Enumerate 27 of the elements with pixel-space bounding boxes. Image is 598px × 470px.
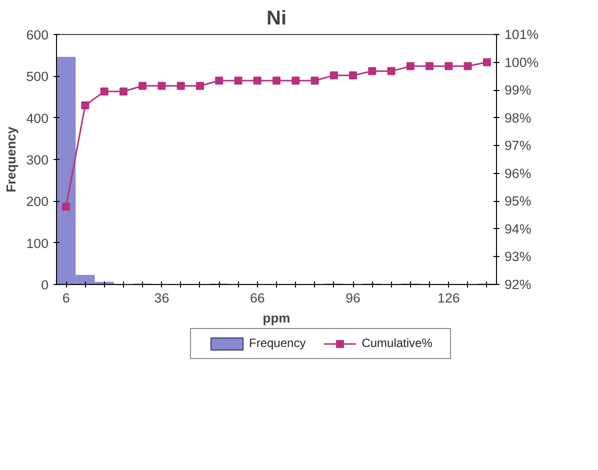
y2-tick-label: 92% bbox=[504, 277, 532, 292]
x-tick-label: 36 bbox=[154, 290, 170, 306]
y2-tick-label: 100% bbox=[504, 54, 539, 70]
y-tick-label: 400 bbox=[26, 110, 49, 126]
x-tick-label: 96 bbox=[346, 290, 360, 306]
y2-tick-label: 93% bbox=[504, 249, 532, 264]
x-tick-label: 126 bbox=[438, 290, 460, 306]
y2-tick-label: 95% bbox=[504, 194, 532, 209]
x-axis-title: ppm bbox=[262, 310, 290, 326]
y2-tick-label: 98% bbox=[504, 110, 532, 126]
legend-label: Frequency bbox=[249, 335, 306, 352]
x-tick-label: 66 bbox=[250, 290, 265, 306]
y-tick-label: 500 bbox=[26, 69, 49, 84]
y2-tick-label: 96% bbox=[504, 166, 532, 181]
y-tick-label: 100 bbox=[26, 236, 49, 251]
y2-tick-label: 99% bbox=[504, 82, 532, 98]
legend-label: Cumulative% bbox=[362, 335, 432, 352]
y-tick-label: 300 bbox=[26, 152, 49, 168]
y2-tick-label: 101% bbox=[504, 27, 539, 42]
y2-tick-label: 94% bbox=[504, 221, 532, 236]
y-tick-label: 0 bbox=[41, 278, 49, 292]
y-tick-label: 200 bbox=[26, 194, 49, 210]
y-tick-label: 600 bbox=[26, 28, 49, 42]
y-axis-title: Frequency bbox=[3, 126, 18, 192]
y2-tick-label: 97% bbox=[504, 138, 532, 154]
x-tick-label: 6 bbox=[62, 290, 70, 306]
chart-title: Ni bbox=[266, 8, 286, 30]
